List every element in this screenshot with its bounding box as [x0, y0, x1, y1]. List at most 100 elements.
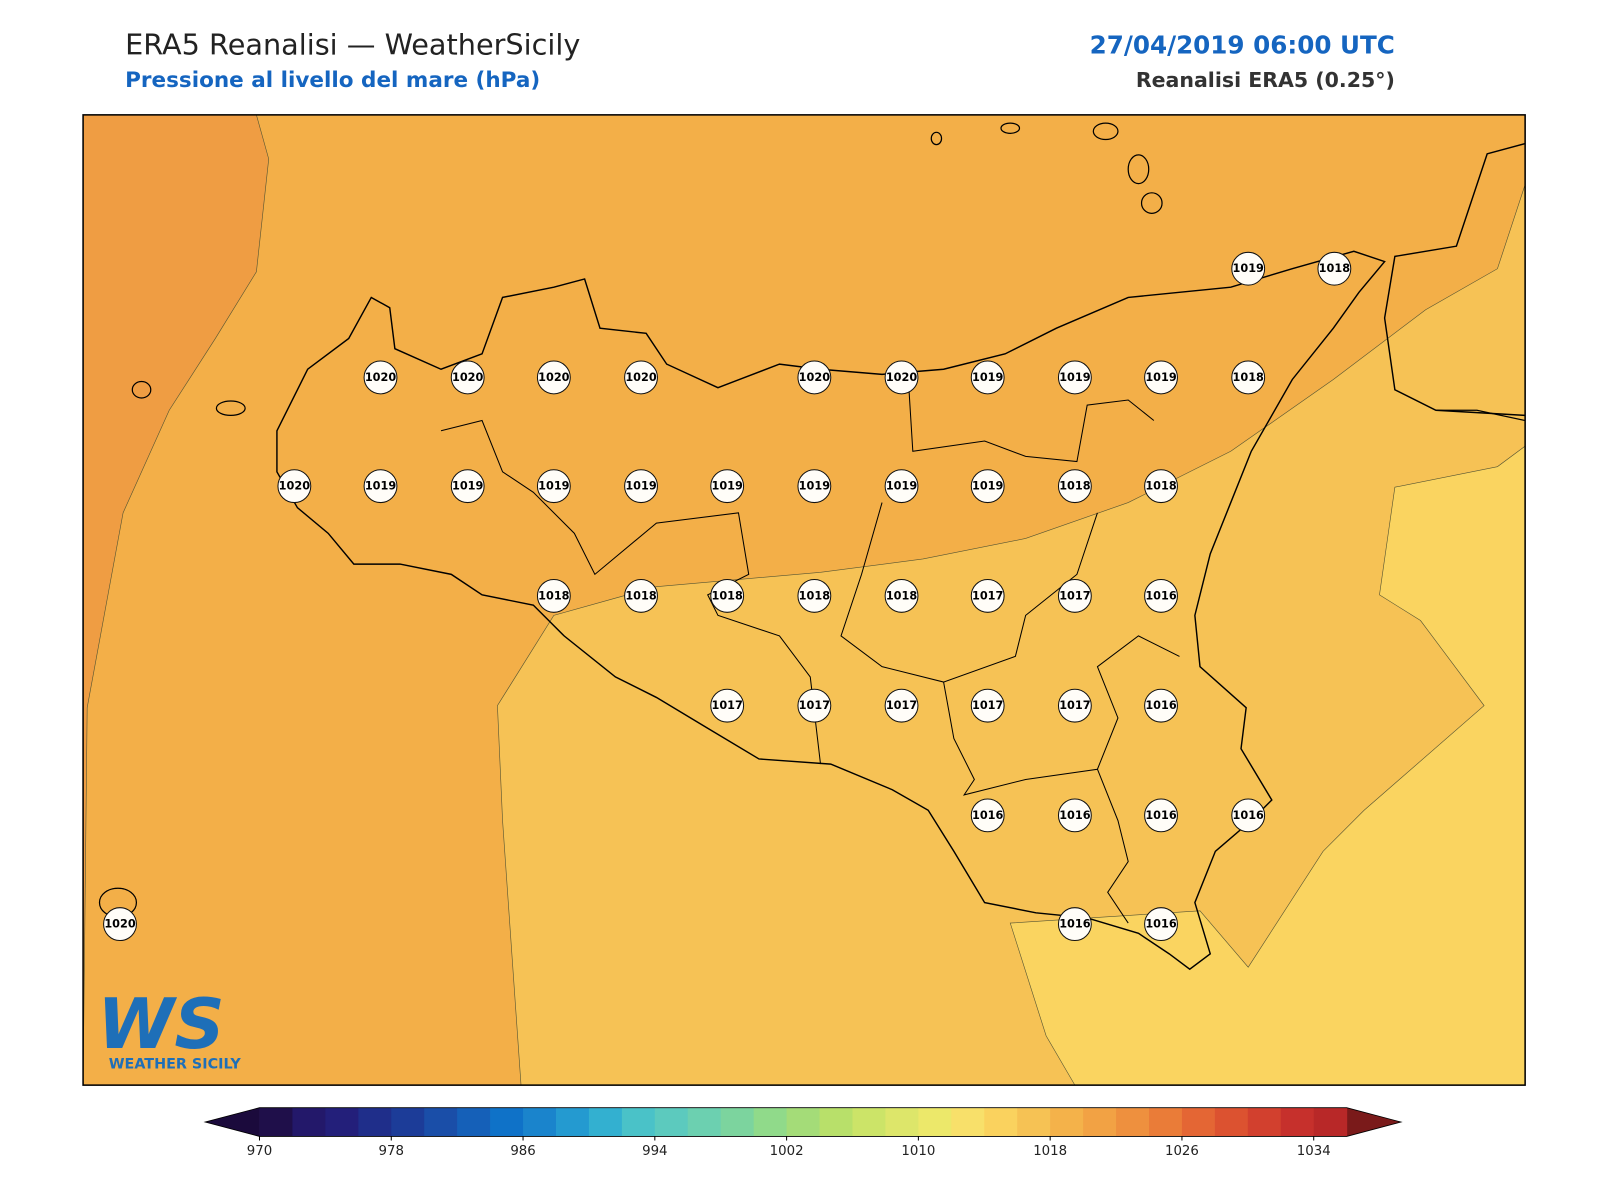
station-marker — [970, 360, 1005, 395]
colorbar-bin — [424, 1107, 458, 1137]
colorbar-under — [205, 1107, 260, 1137]
colorbar: 970 978 986 994 1002 1010 1018 1026 1034 — [203, 1107, 1403, 1159]
station-value: 1019 — [711, 480, 743, 493]
source: Reanalisi ERA5 (0.25°) — [1136, 68, 1395, 92]
colorbar-bin — [1214, 1107, 1249, 1137]
station-marker — [1057, 360, 1092, 395]
colorbar-tick-label: 970 — [247, 1144, 272, 1159]
station-value: 1016 — [1145, 918, 1177, 931]
colorbar-bin — [259, 1107, 293, 1137]
datetime: 27/04/2019 06:00 UTC — [1090, 30, 1395, 59]
station-value: 1018 — [799, 589, 831, 602]
province-border — [943, 635, 1180, 796]
station-value: 1020 — [538, 371, 570, 384]
colorbar-bin — [1313, 1107, 1348, 1137]
station-value: 1017 — [1059, 699, 1090, 712]
station-value: 1019 — [972, 480, 1004, 493]
province-border — [440, 419, 822, 765]
station-value: 1020 — [886, 371, 918, 384]
calabria-coast — [1383, 142, 1526, 417]
station-value: 1019 — [538, 480, 570, 493]
station-marker — [536, 578, 571, 613]
station-marker — [884, 469, 919, 504]
colorbar-bin — [951, 1107, 985, 1137]
station-value: 1018 — [711, 589, 743, 602]
station-value: 1017 — [1059, 589, 1090, 602]
station-value: 1018 — [1145, 480, 1177, 493]
station-marker — [536, 469, 571, 504]
station-value: 1016 — [1059, 809, 1091, 822]
station-marker — [1057, 578, 1092, 613]
station-value: 1017 — [711, 699, 742, 712]
colorbar-bin — [654, 1107, 689, 1137]
station-marker — [797, 360, 832, 395]
station-marker — [624, 469, 658, 504]
station-value: 1020 — [799, 371, 831, 384]
station-marker — [450, 469, 485, 504]
station-marker — [1231, 251, 1266, 286]
station-value: 1019 — [625, 480, 657, 493]
province-border — [1096, 769, 1129, 924]
station-marker — [1144, 469, 1178, 504]
station-marker — [710, 469, 745, 504]
station-marker — [1144, 798, 1178, 833]
station-marker — [970, 688, 1005, 723]
station-marker — [797, 688, 832, 723]
station-value: 1020 — [279, 480, 311, 493]
station-marker — [1144, 688, 1178, 723]
station-marker — [363, 469, 398, 504]
station-marker — [710, 578, 745, 613]
station-marker — [450, 360, 485, 395]
colorbar-bin — [358, 1107, 392, 1137]
coastline — [276, 250, 1386, 971]
station-value: 1016 — [1059, 918, 1091, 931]
station-value: 1018 — [1319, 262, 1351, 275]
station-value: 1017 — [886, 699, 917, 712]
station-marker — [797, 469, 832, 504]
station-marker — [970, 578, 1005, 613]
station-value: 1019 — [799, 480, 831, 493]
station-value: 1019 — [365, 480, 397, 493]
stations: 1019 1018 1020 1020 1020 1020 1020 1020 1019 1019… — [103, 251, 1352, 942]
station-value: 1020 — [365, 371, 397, 384]
colorbar-bin — [292, 1107, 326, 1137]
colorbar-bin — [621, 1107, 656, 1137]
station-marker — [1317, 251, 1352, 286]
colorbar-bin — [885, 1107, 919, 1137]
colorbar-bin — [753, 1107, 788, 1137]
colorbar-bin — [555, 1107, 590, 1137]
coast — [1435, 409, 1526, 422]
logo-mark: WS — [97, 984, 224, 1065]
station-value: 1016 — [1145, 809, 1177, 822]
station-value: 1019 — [1233, 262, 1265, 275]
station-value: 1019 — [452, 480, 484, 493]
subtitle: Pressione al livello del mare (hPa) — [125, 68, 540, 93]
title: ERA5 Reanalisi — WeatherSicily — [125, 27, 580, 61]
colorbar-bin — [1148, 1107, 1183, 1137]
colorbar-bin — [391, 1107, 425, 1137]
station-value: 1019 — [886, 480, 918, 493]
station-value: 1019 — [1145, 371, 1177, 384]
logo-name: WEATHER SICILY — [109, 1057, 242, 1073]
map: 1019 1018 1020 1020 1020 1020 1020 1020 1019 1019… — [82, 114, 1526, 1086]
station-value: 1018 — [625, 589, 657, 602]
colorbar-bin — [1116, 1107, 1150, 1137]
station-marker — [1231, 798, 1266, 833]
station-marker — [970, 798, 1005, 833]
station-marker — [624, 578, 658, 613]
station-marker — [710, 688, 745, 723]
station-marker — [884, 688, 919, 723]
station-value: 1018 — [1059, 480, 1091, 493]
station-marker — [1057, 907, 1092, 942]
colorbar-over — [1346, 1107, 1402, 1137]
station-value: 1017 — [972, 589, 1003, 602]
station-value: 1017 — [972, 699, 1003, 712]
colorbar-bin — [819, 1107, 854, 1137]
colorbar-tick-label: 1026 — [1165, 1144, 1199, 1159]
colorbar-bin — [918, 1107, 952, 1137]
colorbar-bin — [1280, 1107, 1315, 1137]
colorbar-bin — [1247, 1107, 1282, 1137]
station-value: 1016 — [972, 809, 1004, 822]
colorbar-bin — [457, 1107, 491, 1137]
